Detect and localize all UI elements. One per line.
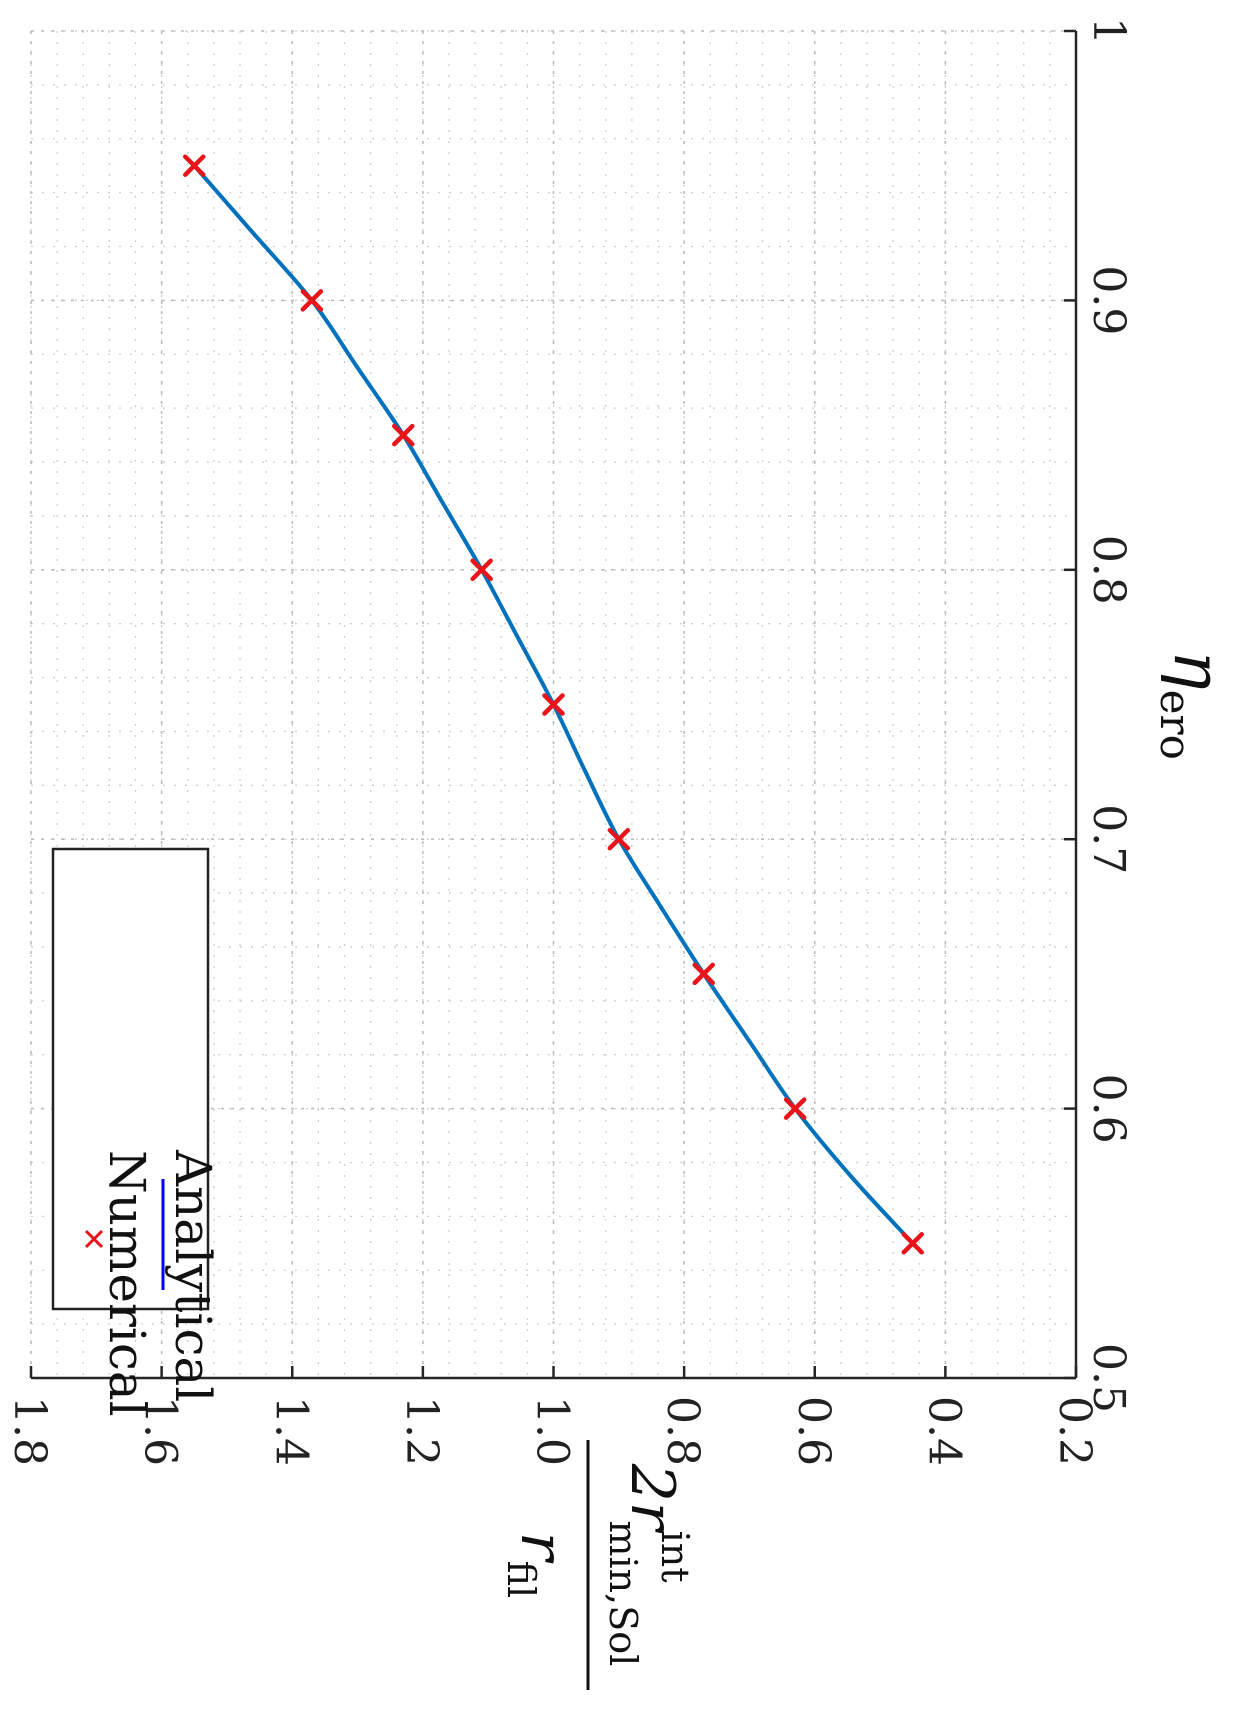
legend-box — [51, 847, 210, 1311]
x-tick-label-group: 0.8 — [1083, 535, 1134, 605]
y-tick-label-group: 1.2 — [396, 1396, 447, 1466]
y-tick-label-group: 0.6 — [788, 1396, 839, 1466]
y-tick-label: 1.4 — [265, 1396, 316, 1466]
legend-label-analytical: Analytical — [164, 1149, 222, 1402]
numerical-point — [183, 154, 206, 177]
y-axis-denominator: r — [507, 1532, 577, 1564]
y-axis-numerator-subscript: min,Sol — [601, 1520, 645, 1666]
x-axis-symbol: η — [1159, 650, 1236, 690]
tick-labels: 0.5 0.6 0.7 0.8 0.9 1 0.2 0.4 0.6 0.8 1.0 1.2 1.4 1.6… — [4, 17, 1134, 1466]
x-axis-label: ηero — [1151, 650, 1236, 760]
legend-numerical-marker-icon — [84, 1229, 104, 1249]
y-tick-label-group: 1.8 — [4, 1396, 55, 1466]
numerical-point — [901, 1232, 924, 1255]
x-tick-label-group: 0.5 — [1083, 1343, 1134, 1413]
y-tick-label: 1.8 — [4, 1396, 55, 1466]
y-tick-label: 0.2 — [1049, 1396, 1100, 1466]
svg-text:rfil: rfil — [499, 1532, 577, 1598]
y-axis-numerator-superscript: int — [653, 1531, 697, 1583]
x-tick-label-group: 0.6 — [1083, 1074, 1134, 1144]
numerical-point — [607, 827, 631, 851]
x-tick-label-group: 0.9 — [1083, 265, 1134, 335]
numerical-point — [783, 1097, 807, 1120]
y-tick-label: 1.0 — [527, 1396, 578, 1466]
y-tick-label-group: 0.8 — [657, 1396, 708, 1466]
svg-text:ηero: ηero — [1151, 650, 1236, 760]
x-tick-label: 0.9 — [1083, 265, 1134, 335]
y-tick-label-group: 0.4 — [918, 1396, 969, 1466]
legend-label-numerical: Numerical — [98, 1150, 156, 1417]
legend-entry-analytical: Analytical — [161, 1149, 222, 1402]
y-tick-label-group: 1.0 — [527, 1396, 578, 1466]
x-tick-label-group: 0.7 — [1083, 804, 1134, 874]
numerical-point — [300, 289, 324, 312]
x-tick-label: 0.6 — [1083, 1074, 1134, 1144]
numerical-point — [392, 423, 415, 447]
y-tick-label-group: 0.2 — [1049, 1396, 1100, 1466]
numerical-point — [470, 558, 493, 582]
y-tick-label-group: 1.6 — [135, 1396, 186, 1466]
x-tick-label: 0.7 — [1083, 804, 1134, 874]
y-tick-label: 0.6 — [788, 1396, 839, 1466]
y-tick-label: 0.8 — [657, 1396, 708, 1466]
x-tick-label: 0.8 — [1083, 535, 1134, 605]
y-tick-label: 1.2 — [396, 1396, 447, 1466]
y-axis-denominator-subscript: fil — [499, 1561, 543, 1599]
x-tick-label: 1 — [1083, 17, 1134, 45]
numerical-point — [542, 693, 565, 716]
y-tick-label-group: 1.4 — [265, 1396, 316, 1466]
x-axis-subscript: ero — [1151, 690, 1200, 760]
svg-text:2rintmin,Sol: 2rintmin,Sol — [601, 1463, 697, 1667]
y-tick-label: 1.6 — [135, 1396, 186, 1466]
x-tick-label-group: 1 — [1083, 17, 1134, 45]
y-axis-numerator: 2r — [617, 1463, 687, 1534]
legend-entry-numerical: Numerical — [84, 1150, 156, 1417]
y-tick-label: 0.4 — [918, 1396, 969, 1466]
y-axis-label: 2rintmin,Sol rfil — [499, 1440, 697, 1690]
numerical-point — [692, 962, 715, 986]
axes — [29, 29, 1078, 1380]
series-layer — [183, 154, 924, 1255]
x-tick-label: 0.5 — [1083, 1343, 1134, 1413]
legend: Numerical Analytical — [51, 847, 222, 1417]
